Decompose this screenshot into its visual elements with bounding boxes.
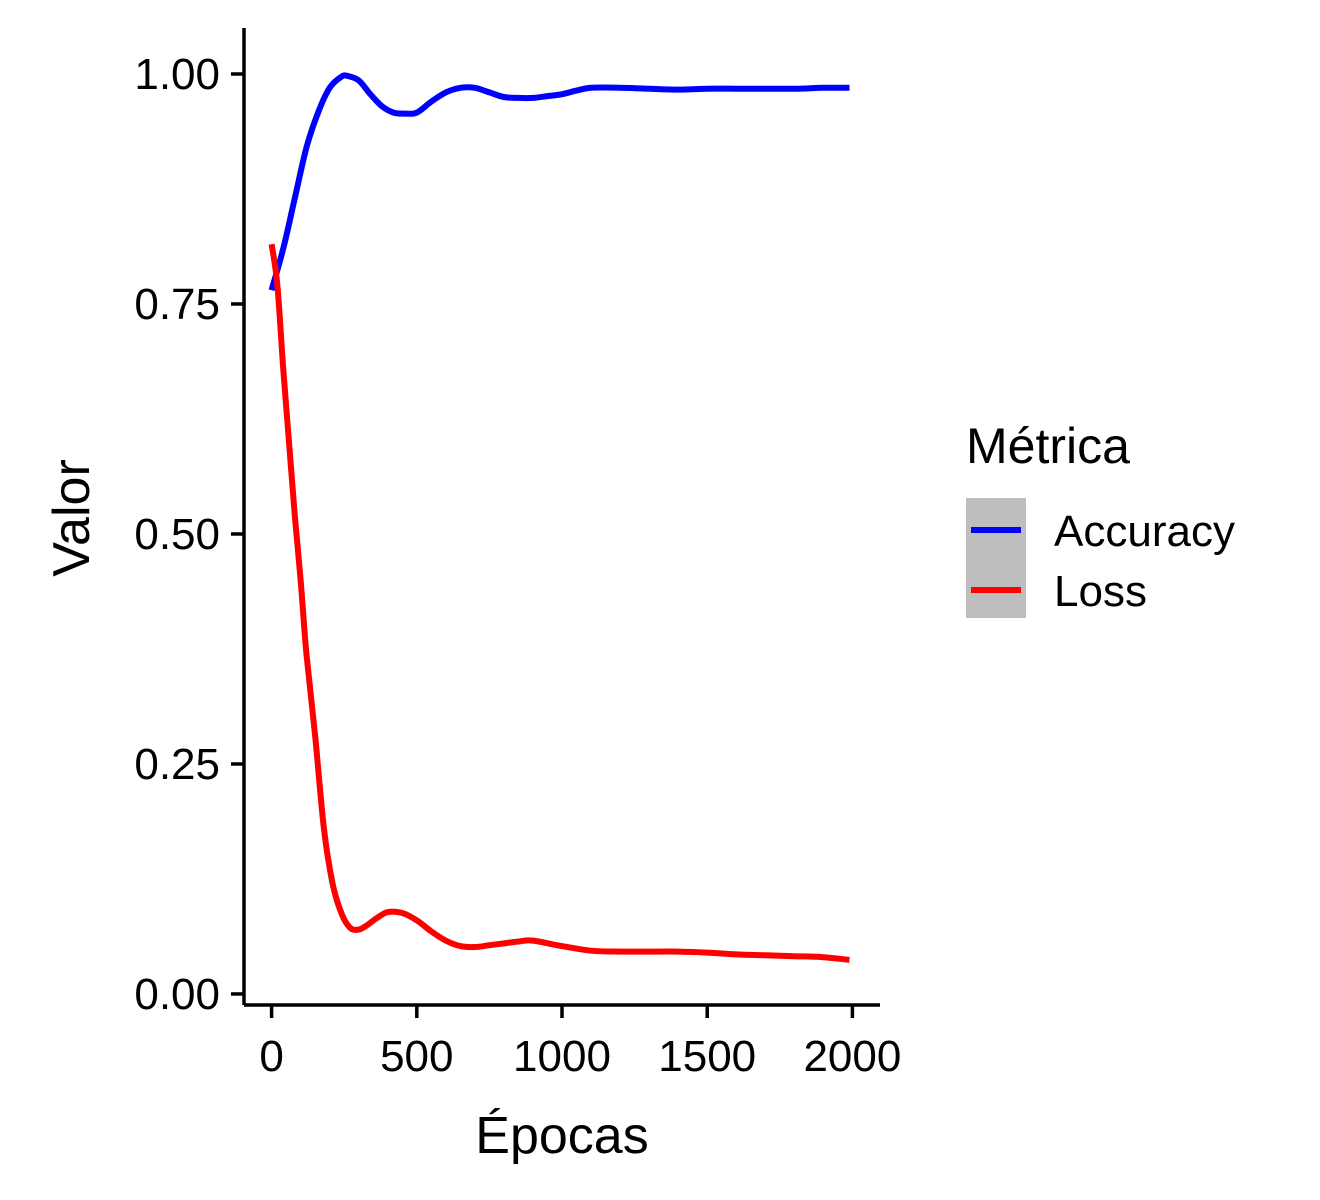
x-tick-label: 1500 (658, 1032, 756, 1081)
y-tick-label: 0.50 (134, 510, 220, 559)
y-tick-label: 0.75 (134, 280, 220, 329)
x-tick-label: 0 (259, 1032, 283, 1081)
x-axis-ticks: 0 500 1000 1500 2000 (259, 1005, 901, 1081)
series-line-loss (268, 243, 850, 963)
legend-entries: Accuracy Loss (971, 507, 1235, 616)
legend-label-accuracy: Accuracy (1054, 507, 1235, 556)
x-tick-label: 500 (380, 1032, 453, 1081)
legend: Métrica Accuracy Loss (966, 418, 1235, 618)
legend-key-background (966, 498, 1026, 618)
legend-label-loss: Loss (1054, 567, 1147, 616)
legend-title: Métrica (966, 418, 1130, 474)
series-line-accuracy (268, 72, 850, 291)
x-tick-label: 1000 (513, 1032, 611, 1081)
x-tick-label: 2000 (803, 1032, 901, 1081)
y-axis-title: Valor (43, 459, 101, 577)
y-tick-label: 1.00 (134, 50, 220, 99)
y-tick-label: 0.25 (134, 740, 220, 789)
x-axis-title: Épocas (475, 1107, 648, 1165)
series-lines (268, 72, 850, 963)
y-tick-label: 0.00 (134, 970, 220, 1019)
y-axis-ticks: 0.00 0.25 0.50 0.75 1.00 (134, 50, 244, 1019)
